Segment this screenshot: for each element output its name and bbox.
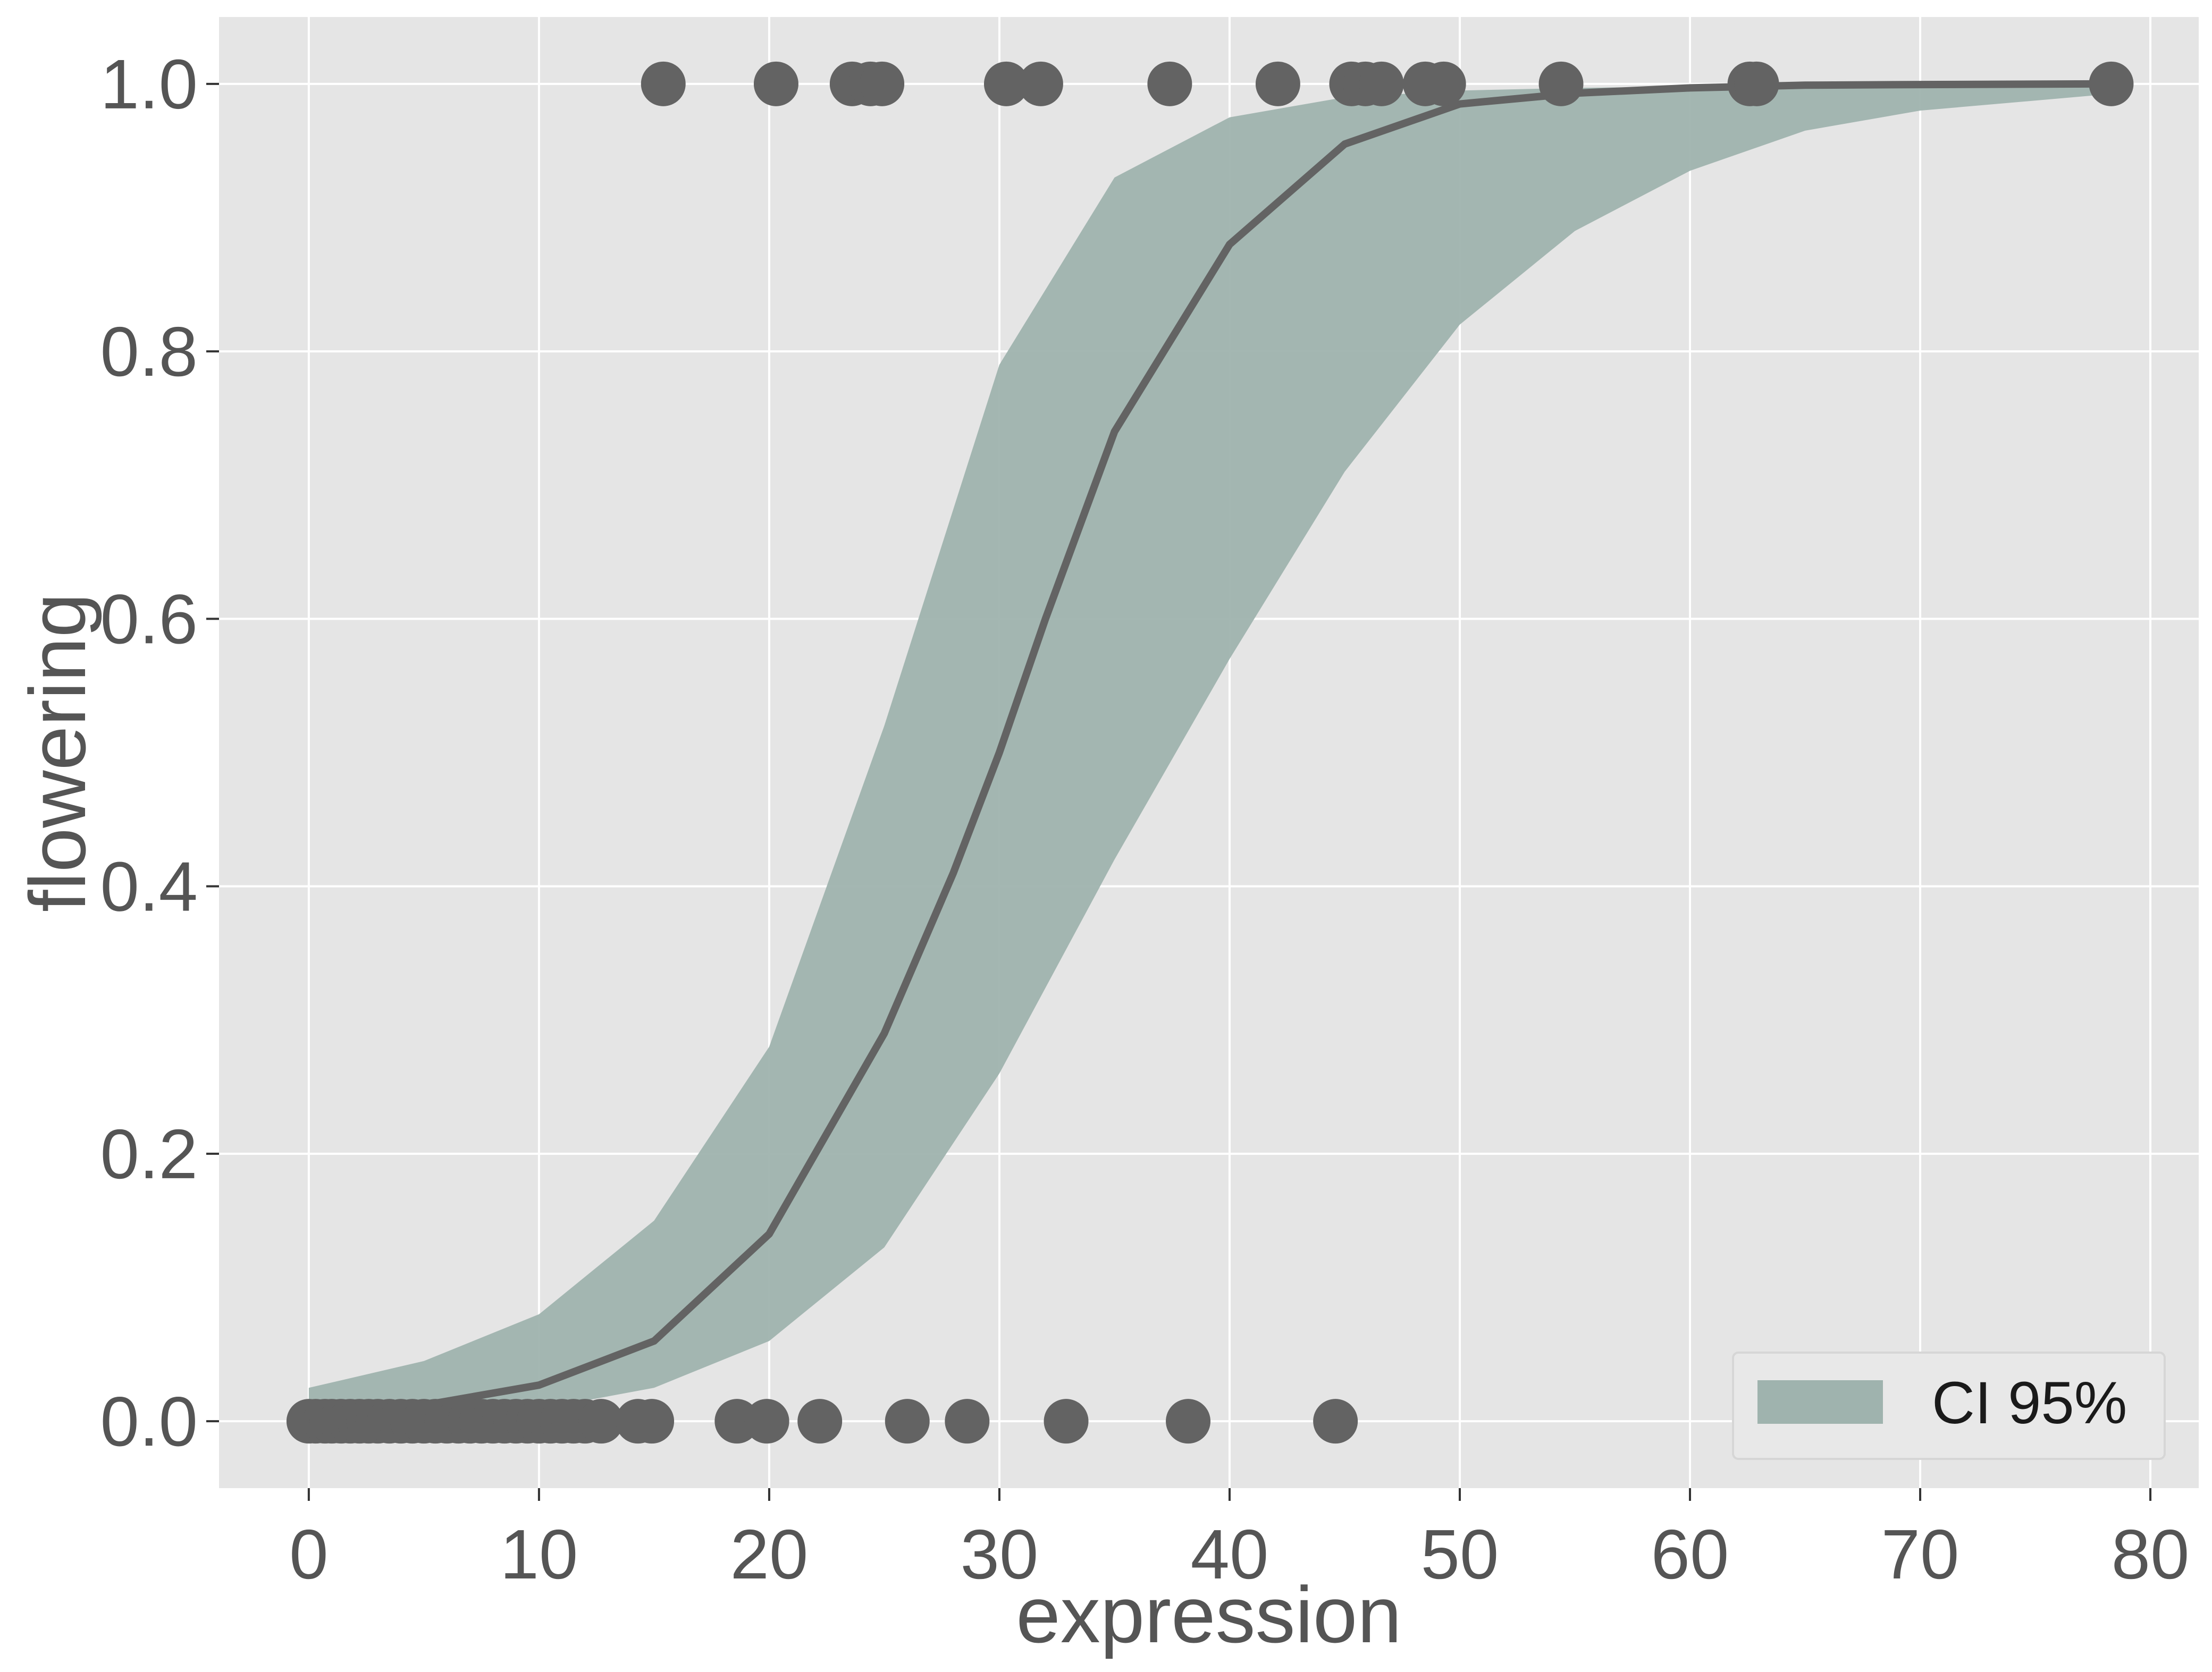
data-point-one <box>1255 61 1300 106</box>
data-point-one <box>1147 61 1192 106</box>
legend-box <box>1732 1352 2166 1460</box>
legend-swatch <box>1757 1380 1883 1424</box>
data-points <box>286 61 2134 1444</box>
x-tick-label: 80 <box>2112 1515 2190 1593</box>
data-point-one <box>1018 61 1063 106</box>
y-tick-label: 0.4 <box>100 848 198 926</box>
data-point-one <box>1538 61 1584 106</box>
data-point-one <box>1734 61 1779 106</box>
legend: CI 95% <box>1732 1352 2166 1460</box>
ci-band <box>308 85 2105 1422</box>
y-tick-label: 0.8 <box>100 313 198 391</box>
data-point-zero <box>797 1399 843 1444</box>
data-point-one <box>860 61 905 106</box>
y-tick-label: 0.2 <box>100 1115 198 1193</box>
x-tick-label: 50 <box>1421 1515 1499 1593</box>
y-tick-label: 0.6 <box>100 580 198 658</box>
legend-label: CI 95% <box>1932 1370 2127 1436</box>
data-point-zero <box>945 1399 990 1444</box>
ci-band-area <box>308 85 2105 1422</box>
data-point-one <box>641 61 686 106</box>
data-point-one <box>1359 61 1404 106</box>
data-point-one <box>2089 61 2134 106</box>
data-point-zero <box>578 1399 624 1444</box>
data-point-one <box>983 61 1029 106</box>
x-axis-label: expression <box>1016 1570 1401 1659</box>
y-tick-label: 1.0 <box>100 45 198 123</box>
x-tick-label: 10 <box>500 1515 578 1593</box>
x-tick-label: 60 <box>1651 1515 1729 1593</box>
data-point-one <box>1421 61 1466 106</box>
axis-ticks: 0 10 20 30 40 50 60 70 80 0.0 0.2 0.4 0.6 0.8 1.0 <box>100 45 2190 1593</box>
data-point-zero <box>744 1399 789 1444</box>
data-point-zero <box>1313 1399 1358 1444</box>
x-tick-label: 70 <box>1881 1515 1959 1593</box>
x-tick-label: 30 <box>961 1515 1039 1593</box>
x-tick-label: 20 <box>730 1515 809 1593</box>
fit-curve-line <box>305 80 2108 1420</box>
y-axis-label: flowering <box>13 593 102 912</box>
data-point-zero <box>629 1399 675 1444</box>
y-tick-label: 0.0 <box>100 1382 198 1460</box>
data-point-zero <box>1166 1399 1211 1444</box>
data-point-one <box>753 61 798 106</box>
data-point-zero <box>1044 1399 1089 1444</box>
fit-curve <box>305 80 2108 1420</box>
x-tick-label: 40 <box>1191 1515 1269 1593</box>
data-point-zero <box>885 1399 930 1444</box>
x-tick-label: 0 <box>289 1515 328 1593</box>
